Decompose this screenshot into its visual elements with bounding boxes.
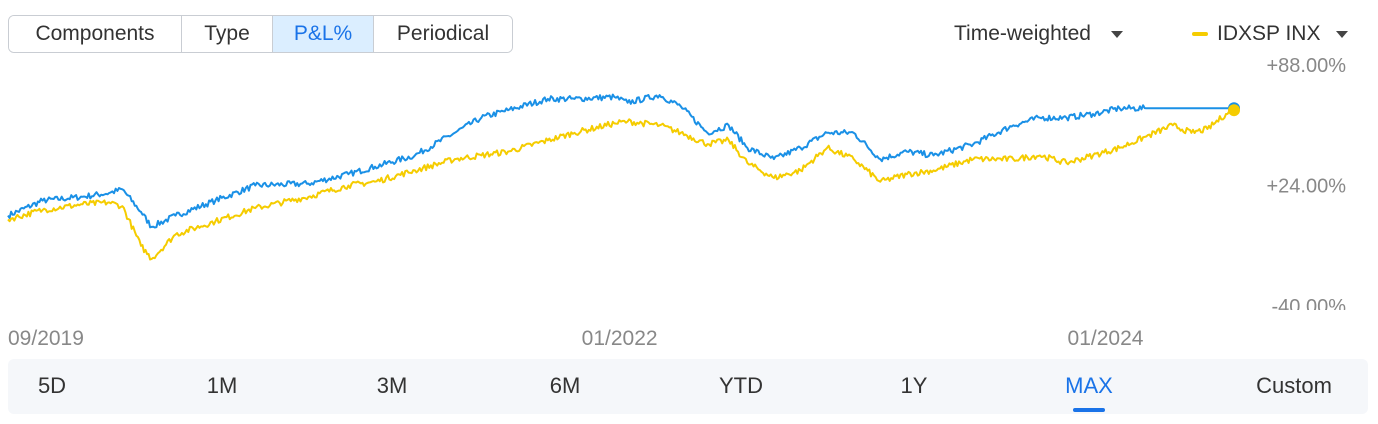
tab-components[interactable]: Components <box>9 16 182 52</box>
benchmark-swatch <box>1192 32 1208 36</box>
range-1m-button[interactable]: 1M <box>206 373 238 398</box>
tab-type[interactable]: Type <box>182 16 273 52</box>
range-5d-button[interactable]: 5D <box>37 373 67 398</box>
return-method-label: Time-weighted <box>954 22 1091 45</box>
x-tick-label: 01/2022 <box>581 327 658 350</box>
portfolio-line <box>7 93 1234 229</box>
time-range-bar: 5D 1M 3M 6M YTD 1Y MAX Custom <box>8 359 1368 414</box>
x-tick-label: 09/2019 <box>8 327 84 350</box>
pnl-chart: +88.00% +24.00% -40.00% <box>7 55 1347 310</box>
return-method-dropdown[interactable]: Time-weighted <box>954 22 1123 46</box>
chevron-down-icon <box>1336 30 1349 38</box>
range-3m-button[interactable]: 3M <box>376 373 408 398</box>
tab-periodical[interactable]: Periodical <box>374 16 512 52</box>
range-ytd-button[interactable]: YTD <box>719 373 763 398</box>
range-1y-button[interactable]: 1Y <box>900 373 928 398</box>
tab-pnl-percent[interactable]: P&L% <box>273 16 374 52</box>
x-tick-label: 01/2024 <box>1067 327 1144 350</box>
y-tick-label: +24.00% <box>1266 176 1346 198</box>
y-tick-label: -40.00% <box>1272 296 1347 310</box>
benchmark-end-marker <box>1228 104 1240 117</box>
range-custom-button[interactable]: Custom <box>1256 373 1332 398</box>
active-range-indicator <box>1073 408 1105 412</box>
benchmark-label: IDXSP INX <box>1217 22 1321 45</box>
benchmark-line <box>7 108 1235 261</box>
benchmark-dropdown[interactable]: IDXSP INX <box>1192 22 1349 46</box>
chevron-down-icon <box>1110 30 1123 38</box>
range-max-button[interactable]: MAX <box>1065 373 1113 398</box>
view-tabs: Components Type P&L% Periodical <box>8 15 513 53</box>
range-6m-button[interactable]: 6M <box>549 373 581 398</box>
y-tick-label: +88.00% <box>1266 55 1346 77</box>
